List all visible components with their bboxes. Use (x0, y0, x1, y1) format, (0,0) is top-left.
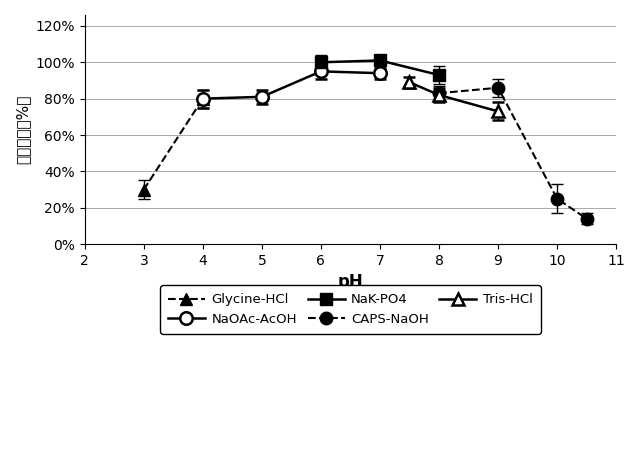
X-axis label: pH: pH (337, 274, 364, 292)
Y-axis label: 相対活性（%）: 相対活性（%） (15, 95, 30, 164)
Legend: Glycine-HCl, NaOAc-AcOH, NaK-PO4, CAPS-NaOH, Tris-HCl: Glycine-HCl, NaOAc-AcOH, NaK-PO4, CAPS-N… (160, 286, 541, 334)
